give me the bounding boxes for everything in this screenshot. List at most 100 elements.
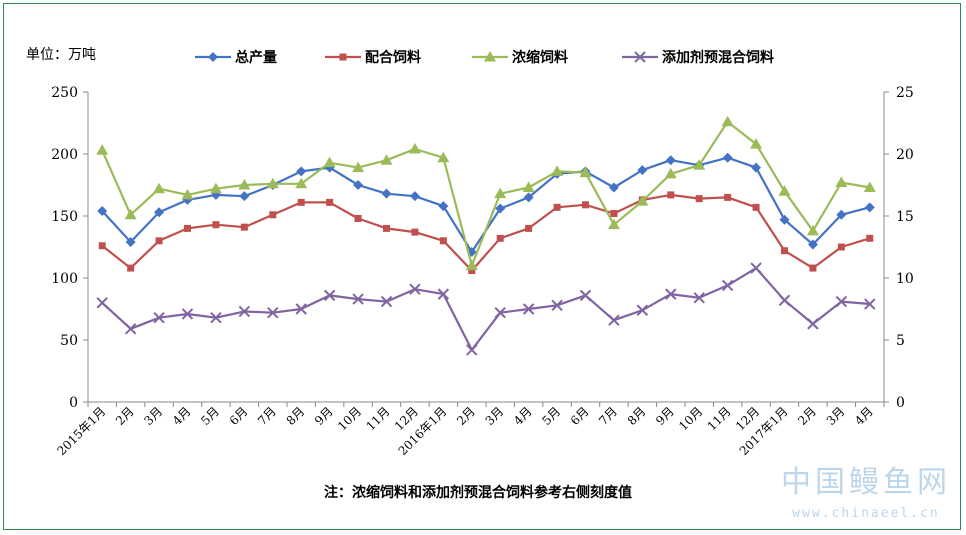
- data-point: [155, 237, 163, 245]
- legend-item-3: 浓缩饲料: [472, 49, 568, 66]
- data-point: [153, 311, 165, 324]
- data-point: [238, 305, 251, 318]
- x-tick-label: 2月: [795, 404, 819, 428]
- data-point: [637, 165, 648, 176]
- chart-note: 注：浓缩饲料和添加剂预混合饲料参考右侧刻度值: [324, 484, 632, 501]
- data-point: [864, 298, 876, 310]
- chart-frame: [3, 3, 961, 530]
- y-right-tick-label: 0: [896, 395, 905, 411]
- data-point: [835, 176, 848, 188]
- data-point: [582, 201, 589, 209]
- data-point: [240, 223, 248, 231]
- data-point: [496, 234, 504, 242]
- data-point: [465, 259, 478, 271]
- data-point: [323, 156, 336, 168]
- data-point: [525, 224, 533, 232]
- data-point: [809, 264, 817, 272]
- x-tick-label: 10月: [676, 404, 705, 433]
- y-right-tick-label: 15: [896, 209, 914, 225]
- data-point: [551, 299, 563, 311]
- y-left-tick-label: 100: [51, 271, 78, 287]
- data-point: [352, 161, 365, 173]
- data-point: [269, 211, 277, 219]
- data-point: [778, 294, 791, 307]
- data-point: [184, 224, 191, 232]
- legend-marker: [208, 52, 218, 62]
- x-tick-label: 2015年1月: [54, 404, 108, 458]
- watermark-url: www.chinaeel.cn: [792, 506, 939, 521]
- legend-marker: [634, 51, 646, 63]
- data-point: [295, 177, 308, 189]
- data-point: [693, 292, 705, 304]
- series-3: [96, 115, 876, 271]
- legend-label: 总产量: [235, 49, 277, 66]
- series-lines: [96, 115, 876, 356]
- data-point: [750, 262, 762, 274]
- y-left-tick-label: 150: [51, 209, 78, 225]
- data-point: [607, 218, 620, 230]
- data-point: [326, 198, 334, 206]
- watermark-title: 中国鳗鱼网: [781, 465, 951, 500]
- watermark: 中国鳗鱼网 www.chinaeel.cn: [781, 465, 951, 521]
- data-point: [495, 203, 506, 214]
- legend-item-2: 配合饲料: [325, 49, 421, 66]
- data-point: [97, 206, 108, 217]
- data-point: [778, 185, 791, 196]
- data-point: [124, 323, 137, 335]
- data-point: [752, 203, 760, 211]
- data-point: [636, 195, 649, 206]
- data-point: [494, 307, 506, 319]
- data-point: [466, 344, 478, 356]
- data-point: [667, 191, 675, 199]
- y-right-tick-label: 25: [896, 85, 914, 101]
- data-point: [608, 314, 620, 326]
- data-point: [154, 207, 165, 218]
- data-point: [866, 234, 874, 242]
- y-left-tick-label: 250: [51, 85, 78, 101]
- data-point: [266, 177, 279, 189]
- data-point: [181, 188, 194, 200]
- x-tick-label: 4月: [852, 404, 876, 428]
- x-tick-label: 3月: [141, 404, 165, 428]
- y-left-tick-label: 50: [60, 333, 78, 349]
- data-point: [695, 195, 703, 203]
- unit-label: 单位：万吨: [26, 47, 96, 63]
- data-point: [806, 224, 819, 236]
- legend-marker: [339, 53, 347, 61]
- x-tick-label: 2月: [113, 404, 137, 428]
- data-point: [439, 237, 447, 245]
- data-point: [408, 143, 421, 154]
- data-point: [551, 165, 564, 176]
- data-point: [807, 318, 819, 330]
- data-point: [297, 198, 305, 206]
- data-point: [664, 167, 677, 179]
- x-tick-label: 3月: [824, 404, 848, 428]
- data-point: [210, 311, 222, 324]
- data-point: [863, 181, 876, 192]
- data-point: [835, 295, 848, 308]
- y-left-tick-label: 0: [69, 395, 78, 411]
- y-right-tick-label: 10: [896, 271, 914, 287]
- data-point: [98, 242, 106, 250]
- data-point: [238, 179, 251, 190]
- data-point: [323, 289, 336, 302]
- x-tick-label: 8月: [284, 404, 308, 428]
- data-point: [96, 297, 108, 309]
- data-point: [267, 307, 279, 319]
- data-point: [352, 293, 364, 305]
- x-tick-label: 5月: [539, 404, 563, 428]
- data-point: [721, 279, 734, 292]
- x-tick-label: 10月: [335, 404, 364, 433]
- data-point: [779, 214, 790, 225]
- data-point: [437, 151, 450, 163]
- data-point: [153, 182, 166, 194]
- legend-item-1: 总产量: [195, 49, 277, 66]
- data-point: [781, 247, 788, 255]
- data-point: [127, 264, 135, 272]
- data-point: [411, 228, 419, 236]
- x-tick-label: 2月: [454, 404, 478, 428]
- data-point: [722, 152, 733, 163]
- data-point: [468, 267, 476, 275]
